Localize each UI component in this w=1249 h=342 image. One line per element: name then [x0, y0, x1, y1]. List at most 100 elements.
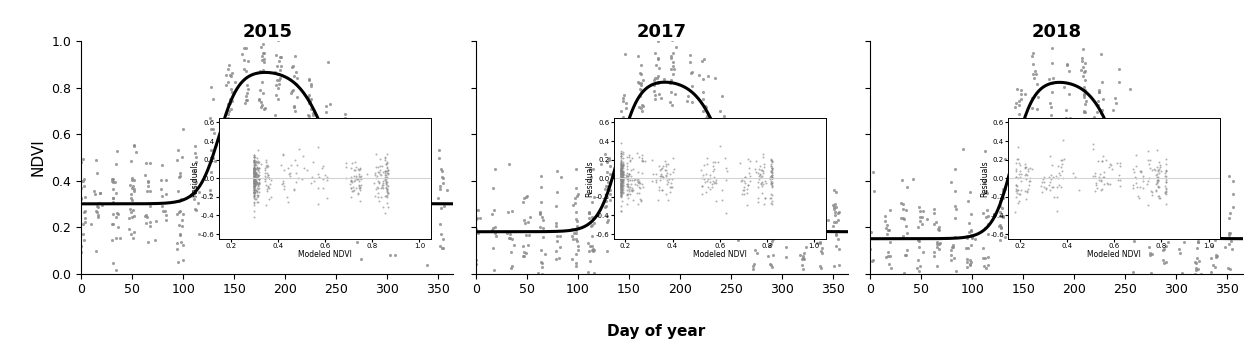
Point [1142, 195, 1162, 200]
Point [1157, 219, 1177, 225]
Point [74, 222, 94, 227]
Point [1090, 154, 1110, 159]
Point [363, 209, 383, 214]
Point [302, 136, 322, 142]
Point [1084, 114, 1104, 119]
Point [219, 67, 239, 72]
Point [654, 77, 674, 82]
Point [629, 70, 649, 76]
Point [86, 208, 106, 213]
Point [482, 246, 502, 251]
Point [1188, 236, 1208, 241]
Point [1192, 271, 1212, 276]
Point [1012, 146, 1032, 151]
Point [363, 230, 383, 236]
Point [644, 50, 664, 55]
Point [1203, 233, 1223, 238]
Point [432, 245, 452, 251]
Point [1075, 110, 1095, 115]
Point [515, 218, 535, 223]
Point [140, 203, 160, 208]
Point [580, 211, 600, 216]
Point [304, 113, 323, 118]
Point [597, 169, 617, 175]
Point [1173, 176, 1193, 181]
Point [944, 255, 964, 261]
Point [897, 184, 917, 189]
Point [973, 211, 993, 216]
Point [878, 227, 898, 233]
Point [102, 221, 122, 226]
Point [267, 71, 287, 76]
Point [501, 265, 521, 270]
Point [1138, 190, 1158, 195]
Point [347, 240, 367, 245]
Point [254, 142, 274, 147]
Point [415, 201, 435, 206]
Point [742, 230, 762, 236]
Point [1010, 118, 1030, 123]
Point [417, 189, 437, 195]
Point [1135, 190, 1155, 196]
Point [513, 253, 533, 259]
Point [978, 213, 998, 219]
Point [517, 311, 537, 317]
Point [122, 177, 142, 183]
Point [911, 282, 931, 287]
Point [746, 222, 766, 228]
Point [878, 253, 898, 258]
Point [170, 170, 190, 175]
Point [401, 192, 421, 197]
Point [696, 105, 716, 110]
Point [960, 242, 980, 248]
Point [960, 190, 980, 195]
Point [693, 89, 713, 94]
Point [396, 192, 416, 197]
Point [1057, 120, 1077, 125]
Point [122, 197, 142, 202]
Point [169, 198, 189, 203]
Point [1088, 98, 1108, 104]
Point [928, 263, 948, 269]
Point [1172, 270, 1192, 276]
Point [485, 166, 505, 171]
Point [552, 174, 572, 179]
Point [583, 248, 603, 254]
Point [365, 198, 385, 203]
Point [924, 221, 944, 227]
Point [580, 167, 600, 172]
Point [70, 235, 90, 240]
Point [482, 211, 502, 217]
Point [633, 77, 653, 82]
Point [1015, 91, 1035, 97]
Point [254, 50, 274, 55]
Point [172, 211, 192, 216]
Point [385, 207, 405, 212]
Point [221, 106, 241, 111]
Point [1187, 226, 1207, 232]
Point [1220, 281, 1240, 286]
Point [1024, 128, 1044, 133]
Point [1108, 166, 1128, 171]
Point [502, 236, 522, 242]
Point [960, 263, 980, 268]
Point [562, 256, 582, 262]
Point [663, 60, 683, 65]
Point [221, 87, 241, 92]
Point [1109, 147, 1129, 153]
Point [300, 99, 320, 104]
Point [284, 73, 304, 78]
Point [666, 143, 686, 148]
Point [219, 109, 239, 114]
Point [172, 223, 192, 229]
Point [742, 163, 762, 168]
Point [958, 281, 978, 287]
Point [124, 186, 144, 192]
Point [432, 168, 452, 174]
Point [219, 136, 239, 141]
Point [1188, 304, 1208, 310]
Point [811, 264, 831, 269]
Point [617, 105, 637, 110]
Point [381, 184, 401, 190]
Point [776, 228, 796, 234]
